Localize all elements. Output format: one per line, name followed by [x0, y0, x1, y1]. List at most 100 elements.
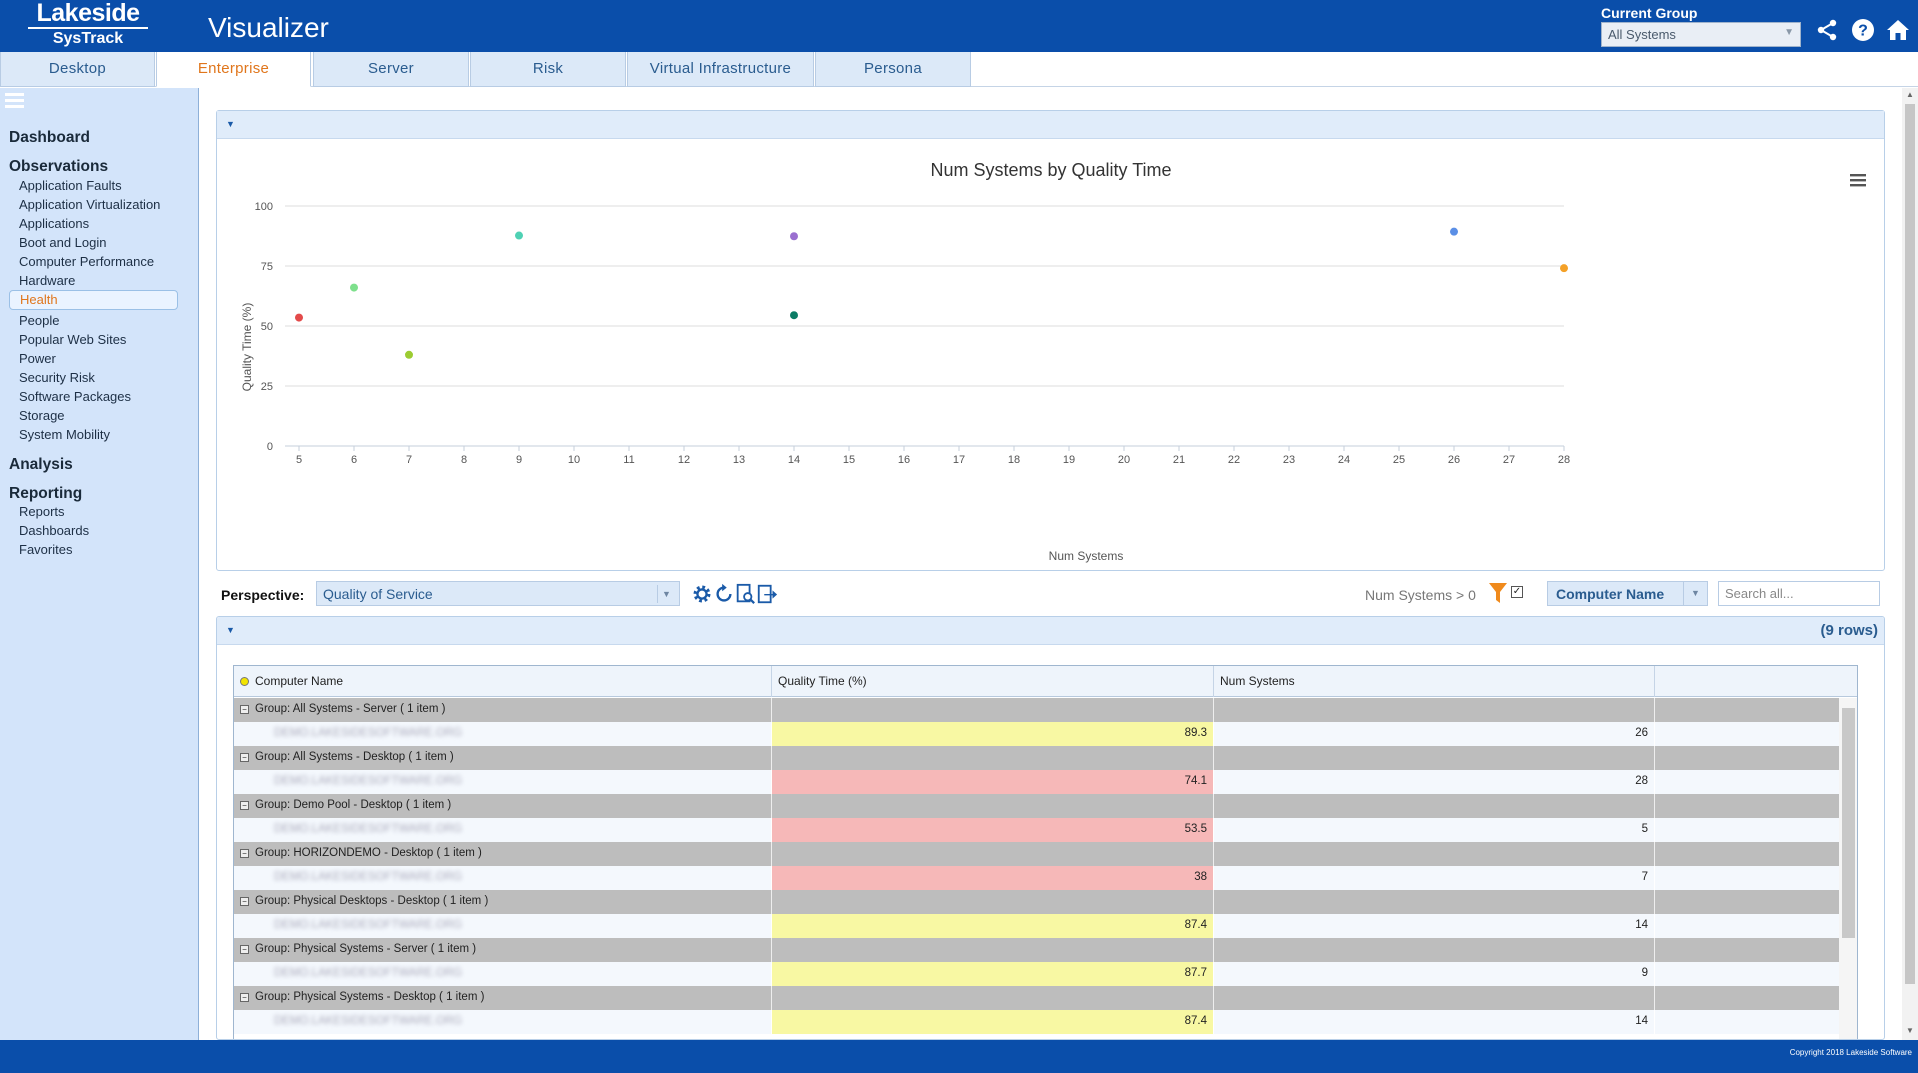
sidebar-item-power[interactable]: Power	[19, 351, 56, 366]
perspective-select[interactable]: Quality of Service ▼	[316, 581, 680, 606]
scatter-point[interactable]	[295, 313, 303, 322]
collapse-group-icon[interactable]: −	[240, 705, 249, 714]
table-row[interactable]: DEMO.LAKESIDESOFTWARE.ORG 53.5 5	[234, 818, 1839, 842]
sidebar-item-health[interactable]: Health	[9, 290, 178, 310]
sidebar-item-storage[interactable]: Storage	[19, 408, 65, 423]
scatter-point[interactable]	[405, 350, 413, 359]
x-tick-label: 22	[1228, 454, 1240, 466]
group-row[interactable]: − Group: Physical Systems - Server ( 1 it…	[234, 938, 1839, 962]
scatter-point[interactable]	[1450, 227, 1458, 236]
table-row[interactable]: DEMO.LAKESIDESOFTWARE.ORG 38 7	[234, 866, 1839, 890]
sidebar-item-people[interactable]: People	[19, 313, 60, 328]
quality-time-cell: 87.4	[772, 1010, 1214, 1034]
collapse-group-icon[interactable]: −	[240, 993, 249, 1002]
sidebar: Dashboard Observations Application Fault…	[0, 88, 199, 1040]
column-header-quality-time[interactable]: Quality Time (%)	[772, 666, 1214, 697]
tab-virtual-infrastructure[interactable]: Virtual Infrastructure	[627, 52, 814, 87]
collapse-group-icon[interactable]: −	[240, 897, 249, 906]
sidebar-reporting[interactable]: Reporting	[9, 485, 83, 502]
group-cell	[772, 890, 1214, 914]
table-row[interactable]: DEMO.LAKESIDESOFTWARE.ORG 87.4 14	[234, 914, 1839, 938]
sidebar-item-reports[interactable]: Reports	[19, 504, 65, 519]
x-tick-label: 18	[1008, 454, 1020, 466]
scatter-point[interactable]	[790, 311, 798, 320]
page-scroll-thumb[interactable]	[1905, 104, 1915, 984]
computer-name: DEMO.LAKESIDESOFTWARE.ORG	[274, 775, 463, 787]
sidebar-item-favorites[interactable]: Favorites	[19, 542, 73, 557]
group-label: Group: Demo Pool - Desktop ( 1 item )	[255, 799, 452, 811]
grid-scrollbar[interactable]	[1839, 698, 1857, 1039]
scatter-point[interactable]	[790, 232, 798, 241]
search-input[interactable]	[1718, 581, 1880, 606]
group-row[interactable]: − Group: All Systems - Server ( 1 item )	[234, 698, 1839, 722]
collapse-table-icon[interactable]: ▼	[226, 625, 235, 635]
sidebar-dashboard[interactable]: Dashboard	[9, 129, 90, 146]
table-row[interactable]: DEMO.LAKESIDESOFTWARE.ORG 87.7 9	[234, 962, 1839, 986]
collapse-chart-icon[interactable]: ▼	[226, 119, 235, 129]
quality-time-cell: 53.5	[772, 818, 1214, 842]
main-content: ▼ Num Systems by Quality Time 0 25 50 75 100…	[200, 88, 1900, 1040]
settings-icon[interactable]	[691, 583, 713, 605]
report-icon[interactable]	[734, 583, 756, 605]
quality-time-cell: 89.3	[772, 722, 1214, 746]
chart-menu-icon[interactable]	[1850, 174, 1866, 187]
home-icon[interactable]	[1886, 18, 1910, 42]
sidebar-item-computer-performance[interactable]: Computer Performance	[19, 254, 155, 269]
sidebar-item-boot-and-login[interactable]: Boot and Login	[19, 235, 107, 250]
scatter-point[interactable]	[350, 283, 358, 292]
sidebar-item-popular-web-sites[interactable]: Popular Web Sites	[19, 332, 127, 347]
group-row[interactable]: − Group: Demo Pool - Desktop ( 1 item )	[234, 794, 1839, 818]
tab-desktop[interactable]: Desktop	[0, 52, 155, 87]
group-cell	[1214, 746, 1655, 770]
quality-time-cell: 87.4	[772, 914, 1214, 938]
perspective-value: Quality of Service	[323, 586, 433, 602]
scatter-point[interactable]	[515, 231, 523, 240]
group-by-select[interactable]: Computer Name ▼	[1547, 581, 1708, 606]
sidebar-item-application-virtualization[interactable]: Application Virtualization	[19, 197, 161, 212]
app-header: Lakeside SysTrack Visualizer Current Gro…	[0, 0, 1918, 52]
table-row[interactable]: DEMO.LAKESIDESOFTWARE.ORG 74.1 28	[234, 770, 1839, 794]
sidebar-item-applications[interactable]: Applications	[19, 216, 90, 231]
share-icon[interactable]	[1815, 18, 1839, 42]
lakeside-logo[interactable]: Lakeside SysTrack	[24, 0, 152, 50]
filter-icon[interactable]	[1489, 582, 1507, 604]
sidebar-item-application-faults[interactable]: Application Faults	[19, 178, 122, 193]
group-row[interactable]: − Group: All Systems - Desktop ( 1 item )	[234, 746, 1839, 770]
column-header-computer-name[interactable]: Computer Name	[234, 666, 772, 697]
help-icon[interactable]: ?	[1851, 18, 1875, 42]
grid-scroll-thumb[interactable]	[1842, 708, 1855, 938]
collapse-group-icon[interactable]: −	[240, 945, 249, 954]
current-group-select[interactable]: All Systems ▼	[1601, 22, 1801, 47]
collapse-group-icon[interactable]: −	[240, 849, 249, 858]
filter-checkbox[interactable]: ✓	[1511, 586, 1523, 598]
group-row[interactable]: − Group: Physical Desktops - Desktop ( 1 …	[234, 890, 1839, 914]
sidebar-item-hardware[interactable]: Hardware	[19, 273, 76, 288]
sidebar-item-security-risk[interactable]: Security Risk	[19, 370, 95, 385]
collapse-group-icon[interactable]: −	[240, 801, 249, 810]
group-cell	[1214, 794, 1655, 818]
sidebar-item-system-mobility[interactable]: System Mobility	[19, 427, 111, 442]
table-row[interactable]: DEMO.LAKESIDESOFTWARE.ORG 89.3 26	[234, 722, 1839, 746]
menu-icon[interactable]	[5, 93, 24, 111]
sidebar-analysis[interactable]: Analysis	[9, 456, 73, 473]
tab-enterprise[interactable]: Enterprise	[156, 52, 311, 87]
page-scrollbar[interactable]: ▲ ▼	[1902, 88, 1918, 1040]
export-icon[interactable]	[756, 583, 778, 605]
tab-server[interactable]: Server	[313, 52, 469, 87]
sidebar-observations[interactable]: Observations	[9, 158, 109, 175]
sidebar-item-software-packages[interactable]: Software Packages	[19, 389, 132, 404]
scatter-point[interactable]	[1560, 264, 1568, 273]
sidebar-item-dashboards[interactable]: Dashboards	[19, 523, 90, 538]
scroll-down-icon[interactable]: ▼	[1906, 1026, 1914, 1035]
column-header-num-systems[interactable]: Num Systems	[1214, 666, 1655, 697]
table-panel: ▼ (9 rows) Computer Name Quality Time (%…	[216, 616, 1885, 1040]
collapse-group-icon[interactable]: −	[240, 753, 249, 762]
group-row[interactable]: − Group: HORIZONDEMO - Desktop ( 1 item )	[234, 842, 1839, 866]
tab-persona[interactable]: Persona	[815, 52, 971, 87]
x-tick-label: 15	[843, 454, 855, 466]
table-row[interactable]: DEMO.LAKESIDESOFTWARE.ORG 87.4 14	[234, 1010, 1839, 1034]
tab-risk[interactable]: Risk	[470, 52, 626, 87]
refresh-icon[interactable]	[713, 583, 735, 605]
scroll-up-icon[interactable]: ▲	[1906, 90, 1914, 99]
group-row[interactable]: − Group: Physical Systems - Desktop ( 1 i…	[234, 986, 1839, 1010]
